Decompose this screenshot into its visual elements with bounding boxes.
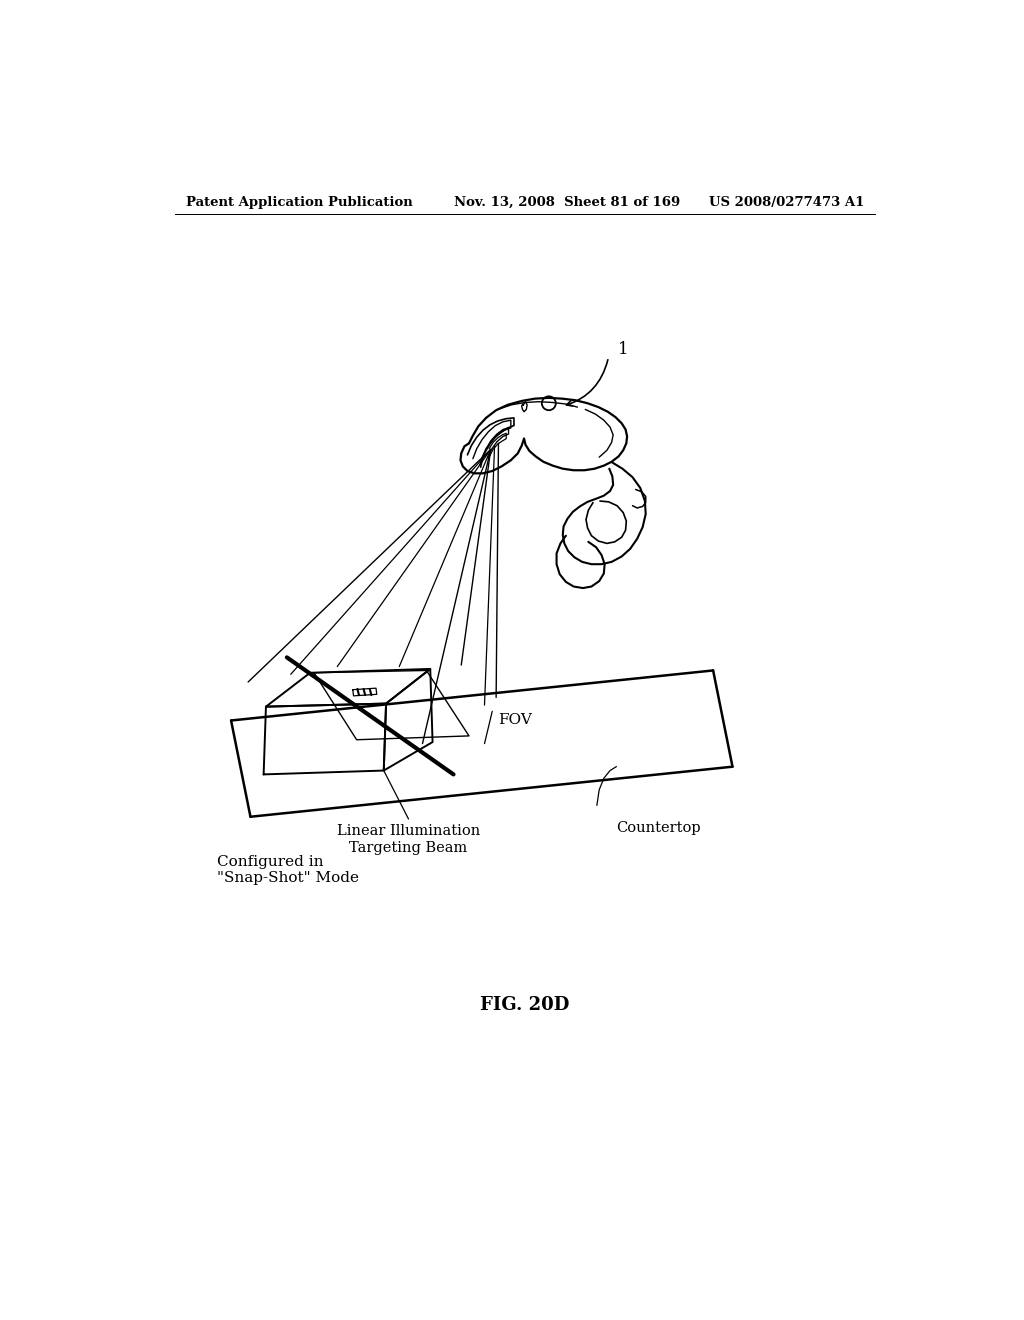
Text: FOV: FOV: [499, 713, 532, 727]
Text: Configured in
"Snap-Shot" Mode: Configured in "Snap-Shot" Mode: [217, 855, 359, 886]
Text: Countertop: Countertop: [616, 821, 700, 834]
Text: Linear Illumination
Targeting Beam: Linear Illumination Targeting Beam: [337, 825, 480, 854]
Text: 1: 1: [617, 341, 629, 358]
Text: Patent Application Publication: Patent Application Publication: [186, 195, 413, 209]
Text: US 2008/0277473 A1: US 2008/0277473 A1: [709, 195, 864, 209]
Text: Nov. 13, 2008  Sheet 81 of 169: Nov. 13, 2008 Sheet 81 of 169: [454, 195, 680, 209]
Text: FIG. 20D: FIG. 20D: [480, 997, 569, 1014]
